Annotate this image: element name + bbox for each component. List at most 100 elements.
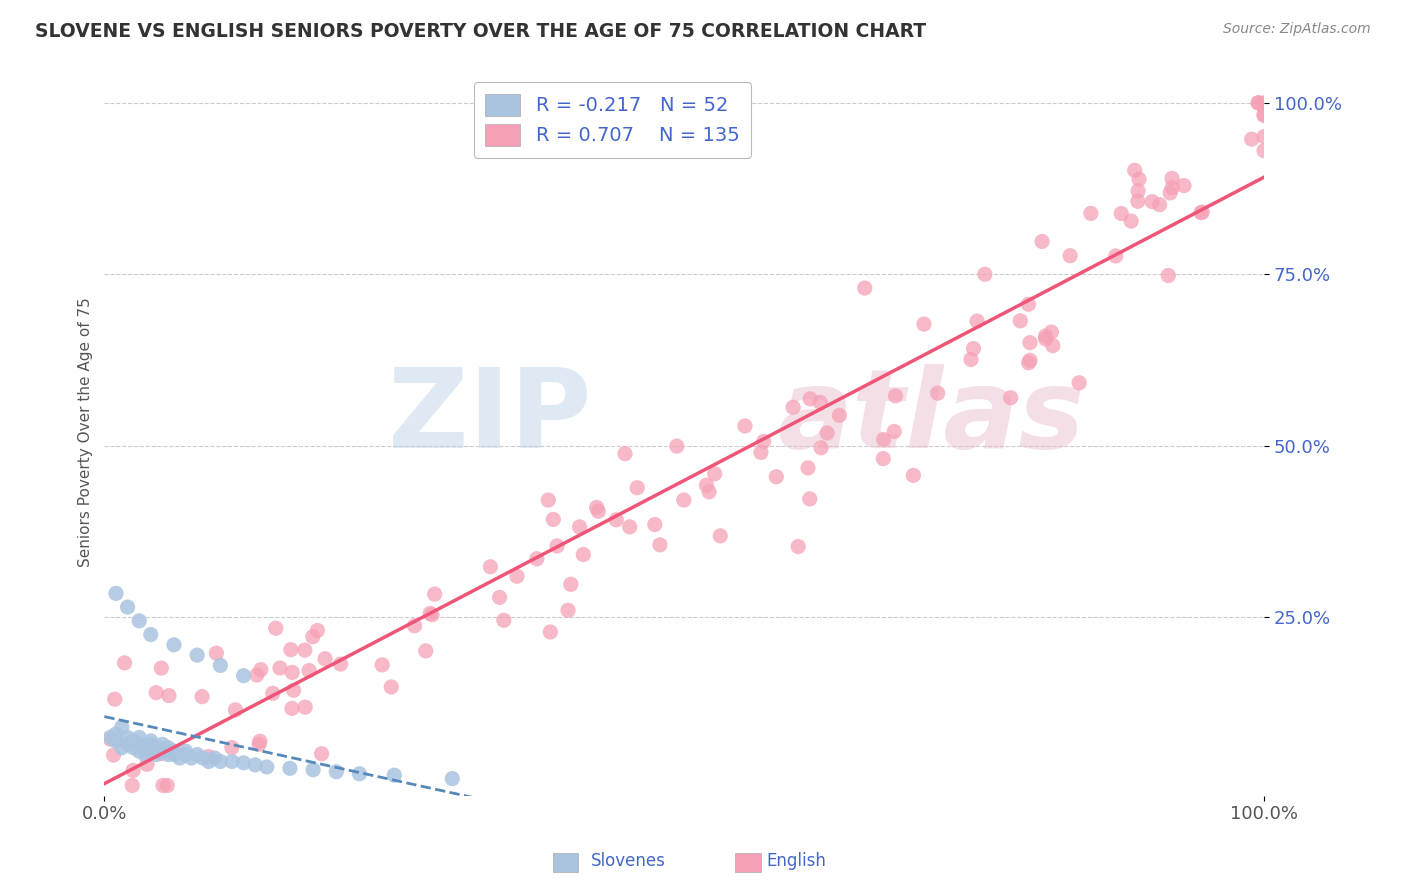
Point: [104, 692, 127, 706]
Point: [538, 624, 561, 639]
Point: [250, 663, 273, 677]
Point: [872, 451, 894, 466]
Point: [973, 267, 995, 281]
Point: [419, 607, 441, 621]
Point: [156, 779, 179, 793]
Point: [799, 491, 821, 506]
Point: [145, 740, 167, 755]
Point: [117, 600, 139, 615]
Point: [114, 656, 136, 670]
Point: [479, 559, 502, 574]
Point: [139, 627, 162, 641]
Point: [186, 747, 208, 762]
Point: [672, 493, 695, 508]
Point: [280, 642, 302, 657]
Text: Slovenes: Slovenes: [591, 852, 665, 870]
Point: [560, 577, 582, 591]
Point: [1035, 332, 1057, 346]
Point: [605, 513, 627, 527]
Point: [962, 342, 984, 356]
Point: [572, 548, 595, 562]
Point: [884, 389, 907, 403]
Point: [111, 740, 134, 755]
Point: [382, 768, 405, 782]
Point: [537, 493, 560, 508]
Point: [1140, 194, 1163, 209]
Point: [246, 668, 269, 682]
Point: [441, 772, 464, 786]
Point: [1017, 297, 1039, 311]
Point: [302, 763, 325, 777]
Point: [232, 756, 254, 770]
Point: [1126, 194, 1149, 209]
Point: [134, 747, 156, 762]
Point: [1253, 107, 1275, 121]
Point: [752, 434, 775, 449]
Point: [329, 657, 352, 671]
Point: [697, 484, 720, 499]
Point: [247, 737, 270, 751]
Point: [1126, 184, 1149, 198]
Point: [420, 607, 443, 622]
Point: [585, 500, 607, 515]
Point: [294, 643, 316, 657]
Point: [122, 764, 145, 778]
Point: [1000, 391, 1022, 405]
Point: [98, 731, 121, 745]
Point: [960, 352, 983, 367]
Point: [197, 749, 219, 764]
Point: [557, 603, 579, 617]
Point: [1247, 95, 1270, 110]
Point: [262, 686, 284, 700]
Point: [966, 314, 988, 328]
Point: [808, 395, 831, 409]
Point: [209, 755, 232, 769]
Point: [883, 425, 905, 439]
Point: [543, 512, 565, 526]
Point: [256, 760, 278, 774]
Point: [205, 646, 228, 660]
Point: [150, 737, 173, 751]
Point: [139, 734, 162, 748]
Point: [1109, 206, 1132, 220]
Point: [749, 445, 772, 459]
Point: [243, 757, 266, 772]
Point: [1040, 325, 1063, 339]
Point: [163, 638, 186, 652]
Point: [163, 747, 186, 761]
Point: [103, 748, 125, 763]
Point: [709, 529, 731, 543]
Point: [111, 720, 134, 734]
Point: [1253, 109, 1275, 123]
Point: [853, 281, 876, 295]
Point: [298, 664, 321, 678]
Point: [1157, 268, 1180, 283]
Point: [150, 747, 173, 761]
Point: [139, 744, 162, 758]
Point: [404, 619, 426, 633]
Point: [1189, 205, 1212, 219]
Point: [209, 658, 232, 673]
Point: [903, 468, 925, 483]
Point: [157, 747, 180, 762]
Point: [191, 690, 214, 704]
Point: [810, 441, 832, 455]
Point: [197, 755, 219, 769]
Point: [224, 703, 246, 717]
Point: [912, 317, 935, 331]
Point: [1149, 197, 1171, 211]
Point: [371, 657, 394, 672]
Point: [186, 648, 208, 662]
Text: SLOVENE VS ENGLISH SENIORS POVERTY OVER THE AGE OF 75 CORRELATION CHART: SLOVENE VS ENGLISH SENIORS POVERTY OVER …: [35, 22, 927, 41]
Point: [782, 401, 804, 415]
Point: [283, 683, 305, 698]
Point: [128, 737, 150, 751]
Point: [301, 630, 323, 644]
Point: [180, 751, 202, 765]
Point: [1253, 129, 1275, 144]
Point: [157, 740, 180, 755]
Point: [787, 540, 810, 554]
Point: [588, 504, 610, 518]
Point: [128, 731, 150, 745]
Point: [264, 621, 287, 635]
